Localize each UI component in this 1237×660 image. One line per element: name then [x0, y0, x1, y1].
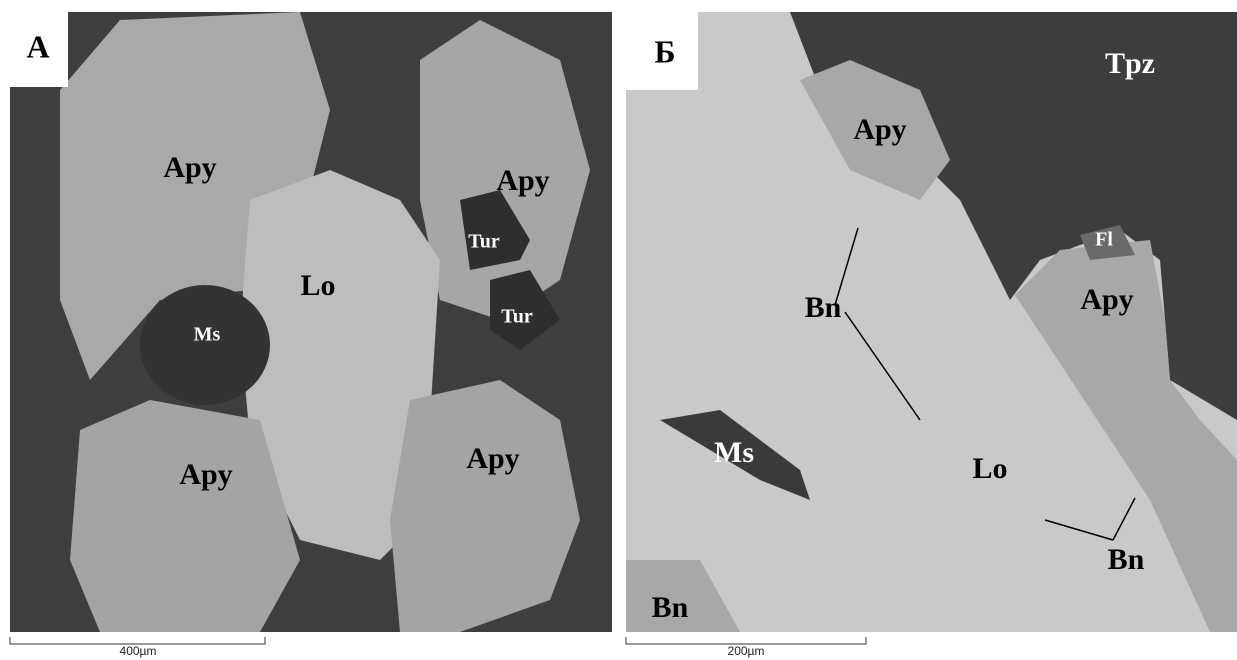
- label: Bn: [1108, 543, 1145, 576]
- label: Bn: [805, 291, 842, 324]
- label: Apy: [496, 164, 549, 197]
- scale-line: [626, 637, 866, 644]
- scale-line: [10, 637, 265, 644]
- label: Apy: [1080, 283, 1133, 316]
- panel-letter: Б: [654, 33, 675, 69]
- figure: А Apy Apy Tur Lo Tur Ms Apy Apy Б Tpz Ap…: [0, 0, 1237, 660]
- scale-bar: 200µm: [626, 637, 866, 658]
- label: Tur: [501, 306, 533, 328]
- scale-label: 400µm: [120, 644, 157, 658]
- panel-a: А Apy Apy Tur Lo Tur Ms Apy Apy: [10, 12, 612, 632]
- panel-b: Б Tpz Apy Fl Bn Apy Ms Lo Bn Bn: [626, 12, 1237, 632]
- label: Fl: [1095, 229, 1113, 251]
- label: Apy: [466, 442, 519, 475]
- label: Apy: [163, 151, 216, 184]
- label: Bn: [652, 591, 689, 624]
- label: Apy: [853, 113, 906, 146]
- label: Apy: [179, 458, 232, 491]
- label: Lo: [300, 269, 335, 302]
- panel-letter: А: [26, 28, 49, 64]
- grain: [390, 380, 580, 632]
- label: Tur: [468, 231, 500, 253]
- label: Lo: [972, 452, 1007, 485]
- label: Ms: [194, 324, 221, 346]
- label: Ms: [714, 436, 754, 469]
- scale-bar: 400µm: [10, 637, 265, 658]
- scale-label: 200µm: [728, 644, 765, 658]
- label: Tpz: [1105, 47, 1155, 80]
